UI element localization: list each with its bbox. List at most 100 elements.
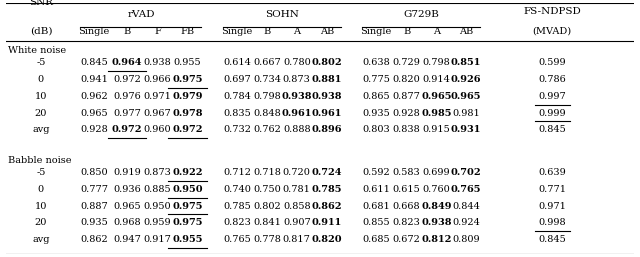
Text: 0.812: 0.812 [422,235,452,244]
Text: 0.971: 0.971 [143,92,172,101]
Text: 0.935: 0.935 [81,218,108,227]
Text: 0.965: 0.965 [421,92,452,101]
Text: 0.935: 0.935 [362,108,390,117]
Text: 0.873: 0.873 [143,168,172,177]
Text: 0.841: 0.841 [253,218,281,227]
Text: 0.965: 0.965 [451,92,481,101]
Text: 0.802: 0.802 [312,58,342,67]
Text: 0.865: 0.865 [362,92,390,101]
Text: 0.961: 0.961 [282,108,312,117]
Text: 0.771: 0.771 [538,185,566,194]
Text: 0.778: 0.778 [253,235,281,244]
Text: (MVAD): (MVAD) [532,27,572,36]
Text: 0.685: 0.685 [362,235,390,244]
Text: 0.924: 0.924 [452,218,480,227]
Text: 0.851: 0.851 [451,58,481,67]
Text: AB: AB [320,27,334,36]
Text: 0.938: 0.938 [282,92,312,101]
Text: 0.896: 0.896 [312,125,342,134]
Text: 0.762: 0.762 [253,125,281,134]
Text: 0.781: 0.781 [283,185,311,194]
Text: 0.681: 0.681 [362,201,390,210]
Text: 0: 0 [38,75,44,84]
Text: 0.998: 0.998 [538,218,566,227]
Text: 0.887: 0.887 [81,201,108,210]
Text: FB: FB [180,27,195,36]
Text: 0.907: 0.907 [283,218,310,227]
Text: 0.802: 0.802 [253,201,281,210]
Text: 0.823: 0.823 [223,218,251,227]
Text: 0.979: 0.979 [172,92,203,101]
Text: 0.668: 0.668 [393,201,420,210]
Text: 0.911: 0.911 [312,218,342,227]
Text: 0.873: 0.873 [283,75,311,84]
Text: 0.928: 0.928 [393,108,420,117]
Text: Single: Single [221,27,253,36]
Text: 0.667: 0.667 [253,58,281,67]
Text: FS-NDPSD: FS-NDPSD [523,7,581,16]
Text: 0.926: 0.926 [451,75,481,84]
Text: 0.862: 0.862 [312,201,342,210]
Text: 0.972: 0.972 [113,75,141,84]
Text: 0.928: 0.928 [81,125,108,134]
Text: 0.820: 0.820 [312,235,342,244]
Text: 0.915: 0.915 [423,125,451,134]
Text: B: B [123,27,131,36]
Text: 0.941: 0.941 [80,75,108,84]
Text: 0.978: 0.978 [172,108,203,117]
Text: 0.718: 0.718 [253,168,281,177]
Text: -5: -5 [36,58,45,67]
Text: 0.877: 0.877 [392,92,420,101]
Text: A: A [293,27,300,36]
Text: 0.999: 0.999 [538,108,566,117]
Text: 20: 20 [35,218,47,227]
Text: (dB): (dB) [29,26,52,35]
Text: 0.858: 0.858 [283,201,310,210]
Text: 0.850: 0.850 [81,168,108,177]
Text: avg: avg [32,125,50,134]
Text: 0.968: 0.968 [113,218,141,227]
Text: B: B [264,27,271,36]
Text: 0.985: 0.985 [421,108,452,117]
Text: 0.614: 0.614 [223,58,251,67]
Text: 0.777: 0.777 [80,185,108,194]
Text: 0.959: 0.959 [144,218,172,227]
Text: 0.697: 0.697 [223,75,251,84]
Text: 0.914: 0.914 [423,75,451,84]
Text: 0.997: 0.997 [538,92,566,101]
Text: 0.955: 0.955 [174,58,202,67]
Text: 0.936: 0.936 [113,185,141,194]
Text: F: F [154,27,161,36]
Text: SOHN: SOHN [265,10,299,19]
Text: 0.917: 0.917 [143,235,172,244]
Text: 0.965: 0.965 [113,201,141,210]
Text: 0.615: 0.615 [393,185,420,194]
Text: Babble noise: Babble noise [8,156,72,166]
Text: rVAD: rVAD [127,10,155,19]
Text: 0.862: 0.862 [81,235,108,244]
Text: A: A [433,27,440,36]
Text: 10: 10 [35,201,47,210]
Text: 0.699: 0.699 [423,168,451,177]
Text: 0.977: 0.977 [113,108,141,117]
Text: 0.845: 0.845 [81,58,108,67]
Text: 0.976: 0.976 [113,92,141,101]
Text: 0.838: 0.838 [393,125,420,134]
Text: 0.750: 0.750 [253,185,281,194]
Text: 0.961: 0.961 [312,108,342,117]
Text: 0.611: 0.611 [362,185,390,194]
Text: 0.938: 0.938 [144,58,172,67]
Text: 0.922: 0.922 [172,168,203,177]
Text: 0.780: 0.780 [283,58,310,67]
Text: 0.760: 0.760 [423,185,451,194]
Text: 0.844: 0.844 [452,201,480,210]
Text: 0.962: 0.962 [81,92,108,101]
Text: 0.734: 0.734 [253,75,282,84]
Text: Single: Single [360,27,392,36]
Text: 0.919: 0.919 [113,168,141,177]
Text: White noise: White noise [8,46,67,55]
Text: 0.817: 0.817 [283,235,311,244]
Text: B: B [403,27,410,36]
Text: 0.955: 0.955 [172,235,203,244]
Text: 0.972: 0.972 [172,125,203,134]
